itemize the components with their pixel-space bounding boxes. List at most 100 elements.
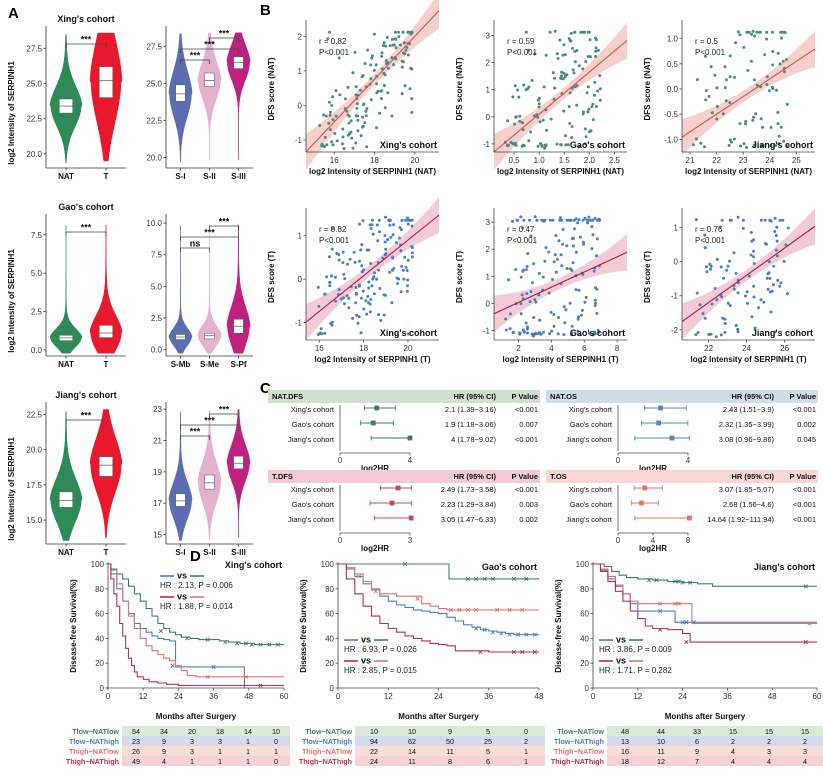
km-censor-mark <box>807 621 812 626</box>
km-y-tick: 40 <box>95 634 104 643</box>
forest-col-hr: HR (95% CI) <box>453 471 496 481</box>
violin-shape <box>49 411 83 541</box>
km-censor-mark <box>258 642 263 647</box>
km-censor-mark <box>684 640 689 645</box>
cohort-label: Xing's cohort <box>380 328 437 338</box>
risk-table-row: Tlow−NATlow 10 10 9 5 0 <box>290 726 545 736</box>
km-censor-mark <box>170 663 175 668</box>
violin-shape <box>89 224 123 354</box>
km-curve <box>108 563 284 687</box>
risk-row-label: Thigh−NATlow <box>290 746 355 756</box>
risk-table-row: Thigh−NAThigh 24 11 8 6 1 <box>290 756 545 766</box>
km-x-tick: 0 <box>336 692 341 701</box>
x-axis-label: log2 Intensity of SERPINH1 (NAT) <box>685 167 812 176</box>
forest-row-pvalue: <0.001 <box>514 485 538 494</box>
forest-axis-tick: 0 <box>338 536 343 545</box>
y-tick-label: 22.5 <box>146 117 162 126</box>
km-censor-mark <box>448 607 454 612</box>
km-curve <box>108 563 284 646</box>
km-hr2: HR : 1.71 <box>599 666 633 675</box>
x-tick-label: 6 <box>582 344 587 353</box>
risk-cell: 62 <box>393 736 431 746</box>
km-censor-mark <box>676 601 681 606</box>
risk-cell: 15 <box>715 726 751 736</box>
risk-row-label: Tlow−NATlow <box>290 726 355 736</box>
y-tick-label: 0 <box>298 101 303 110</box>
x-tick-label: 20 <box>404 344 413 353</box>
y-tick-label: 23 <box>153 405 162 414</box>
y-tick-label: 0 <box>486 299 491 308</box>
km-y-tick: 0 <box>100 684 105 693</box>
km-plot-km-gao: 0 20 40 60 80 100 0 12 24 36 48 Disease-free Surviv… <box>290 552 545 782</box>
forest-row-pvalue: <0.001 <box>792 485 816 494</box>
forest-table-title: T.DFS <box>272 471 293 481</box>
km-censor-mark <box>507 607 512 612</box>
x-tick-label: NAT <box>58 360 74 369</box>
forest-axis-tick: 4 <box>408 456 413 465</box>
km-censor-mark <box>205 637 210 642</box>
violin-row-1: Gao's cohort log2 Intensity of SERPINH1 0.… <box>0 196 255 384</box>
correlation-r-label: r = 0.5 <box>695 37 718 46</box>
y-tick-label: 20.0 <box>26 446 42 455</box>
violin-row-0: Xing's cohort log2 Intensity of SERPINH1 2… <box>0 8 255 196</box>
risk-row-label: Thigh−NATlow <box>60 746 122 756</box>
panel-letter-d: D <box>190 548 201 565</box>
forest-axis-tick: 4 <box>686 456 691 465</box>
significance-label: *** <box>81 411 92 421</box>
y-tick-label: 0.0 <box>31 346 43 355</box>
risk-cell: 2 <box>715 736 751 746</box>
x-tick-label: 24 <box>765 156 774 165</box>
y-tick-label: -0.5 <box>664 110 678 119</box>
km-curve <box>338 563 539 636</box>
forest-col-p: P Value <box>511 391 538 401</box>
x-tick-label: NAT <box>58 172 74 181</box>
km-vs-label: vs <box>616 656 626 666</box>
forest-row-pvalue: 0.003 <box>519 500 538 509</box>
forest-axis-label: log2HR <box>639 544 667 553</box>
km-x-tick: 36 <box>484 692 493 701</box>
data-points <box>316 215 414 336</box>
regression-line <box>305 214 440 323</box>
risk-cell: 16 <box>607 746 643 756</box>
x-tick-label: 1.0 <box>534 156 546 165</box>
y-axis-label: DFS score (NAT) <box>267 57 276 120</box>
y-tick-label: 17 <box>153 499 162 508</box>
y-tick-label: 27.5 <box>146 42 162 51</box>
km-censor-mark <box>680 580 685 585</box>
km-censor-mark <box>803 640 808 645</box>
y-tick-label: 0.0 <box>151 346 163 355</box>
y-tick-label: 10.0 <box>146 219 162 228</box>
km-curve <box>593 563 817 625</box>
x-tick-label: T <box>104 360 109 369</box>
y-axis-label: DFS score (T) <box>643 251 652 303</box>
x-tick-label: 22 <box>704 344 713 353</box>
km-censor-mark <box>205 674 210 679</box>
x-tick-label: S-III <box>231 172 246 181</box>
risk-cell: 49 <box>122 756 150 766</box>
regression-line <box>493 251 628 315</box>
forest-row-cohort: Jiang's cohort <box>287 515 334 524</box>
forest-row-hr: 2.68 (1.56−4.6) <box>722 500 774 509</box>
forest-table-title: T.OS <box>550 471 567 481</box>
forest-row-hr: 2.49 (1.73−3.58) <box>440 485 496 494</box>
risk-cell: 18 <box>607 756 643 766</box>
regression-line <box>681 48 816 138</box>
significance-label: *** <box>204 416 215 426</box>
regression-line <box>493 40 628 153</box>
forest-row-pvalue: <0.001 <box>792 500 816 509</box>
km-vs-label: vs <box>177 592 187 602</box>
y-tick-label: 0 <box>674 258 679 267</box>
x-tick-label: 22 <box>712 156 721 165</box>
risk-cell: 9 <box>679 746 715 756</box>
significance-label: *** <box>204 40 215 50</box>
x-tick-label: S-I <box>175 548 185 557</box>
y-tick-label: 1 <box>674 224 679 233</box>
panel-letter-a: A <box>8 5 19 22</box>
risk-cell: 1 <box>234 746 262 756</box>
km-x-tick: 36 <box>209 692 218 701</box>
risk-cell: 1 <box>234 756 262 766</box>
km-hr1: HR : 2.13 <box>160 581 194 590</box>
y-tick-label: 2 <box>486 245 491 254</box>
forest-table-t-os: T.OS HR (95% CI) P Value Xing's cohort 3.07 … <box>546 470 818 553</box>
x-axis-label: log2 Intensity of SERPINH1 (NAT) <box>497 167 624 176</box>
